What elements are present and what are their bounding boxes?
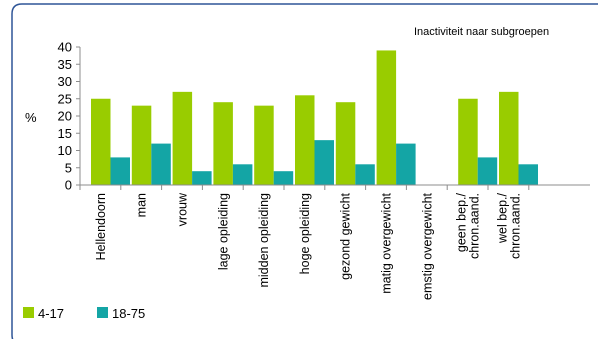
bar-18-75-3: [232, 164, 253, 185]
x-tick-label: gezond gewicht: [339, 192, 353, 279]
y-tick-label: 15: [58, 126, 72, 141]
y-axis: 0 5 10 15 20 25 30 35 40: [58, 40, 81, 193]
legend-label: 18-75: [112, 306, 145, 321]
x-tick-label: lage opleiding: [216, 193, 230, 270]
bar-18-75-6: [355, 164, 375, 185]
legend-swatch-4-17: [23, 307, 34, 318]
bar-18-75-1: [151, 143, 171, 185]
bar-18-75-5: [314, 140, 334, 185]
bar-4-17-4: [254, 105, 274, 185]
y-tick-label: 40: [58, 40, 72, 55]
x-tick-label: emstig overgewicht: [420, 192, 434, 300]
y-tick-label: 25: [58, 91, 72, 106]
bar-18-75-4: [273, 171, 294, 185]
legend-label: 4-17: [38, 306, 64, 321]
x-axis-labels: Hellendoorn man vrouw lage opleiding midden …: [94, 192, 523, 300]
y-tick-label: 30: [58, 74, 72, 89]
x-tick-label: vrouw: [176, 192, 190, 226]
bar-4-17-7: [376, 50, 397, 186]
bar-18-75-7: [396, 143, 416, 185]
x-tick-label: midden opleiding: [257, 193, 271, 288]
x-tick-label: Hellendoorn: [94, 193, 108, 260]
x-tick-label: matig overgewicht: [380, 192, 394, 293]
y-tick-label: 20: [58, 109, 72, 124]
x-tick-label: geen bep./chron.aand.: [455, 192, 482, 259]
bar-4-17-10: [499, 91, 519, 185]
y-tick-label: 5: [65, 160, 72, 175]
x-tick-label: man: [135, 193, 149, 217]
bar-4-17-0: [91, 98, 111, 185]
bar-4-17-6: [335, 102, 356, 185]
x-axis: [79, 184, 590, 190]
y-tick-label: 0: [65, 178, 72, 193]
bar-18-75-9: [477, 157, 498, 185]
x-tick-label: hoge opleiding: [298, 193, 312, 274]
x-tick-label: wel bep./chron.aand.: [495, 192, 522, 259]
legend-swatch-18-75: [97, 307, 108, 318]
y-tick-label: 35: [58, 57, 72, 72]
y-tick-label: 10: [58, 143, 72, 158]
bar-4-17-3: [213, 102, 233, 185]
bar-18-75-10: [518, 164, 538, 185]
chart-border: [11, 3, 598, 339]
legend: 4-17 18-75: [23, 306, 145, 321]
bar-18-75-0: [110, 157, 130, 185]
y-axis-label: %: [25, 110, 37, 125]
bar-18-75-2: [192, 171, 212, 185]
bar-4-17-1: [131, 105, 152, 185]
bar-4-17-2: [172, 91, 193, 185]
bar-4-17-5: [295, 95, 315, 185]
chart-title: Inactiviteit naar subgroepen: [414, 26, 549, 38]
bars: [91, 50, 538, 186]
bar-4-17-9: [458, 98, 478, 185]
